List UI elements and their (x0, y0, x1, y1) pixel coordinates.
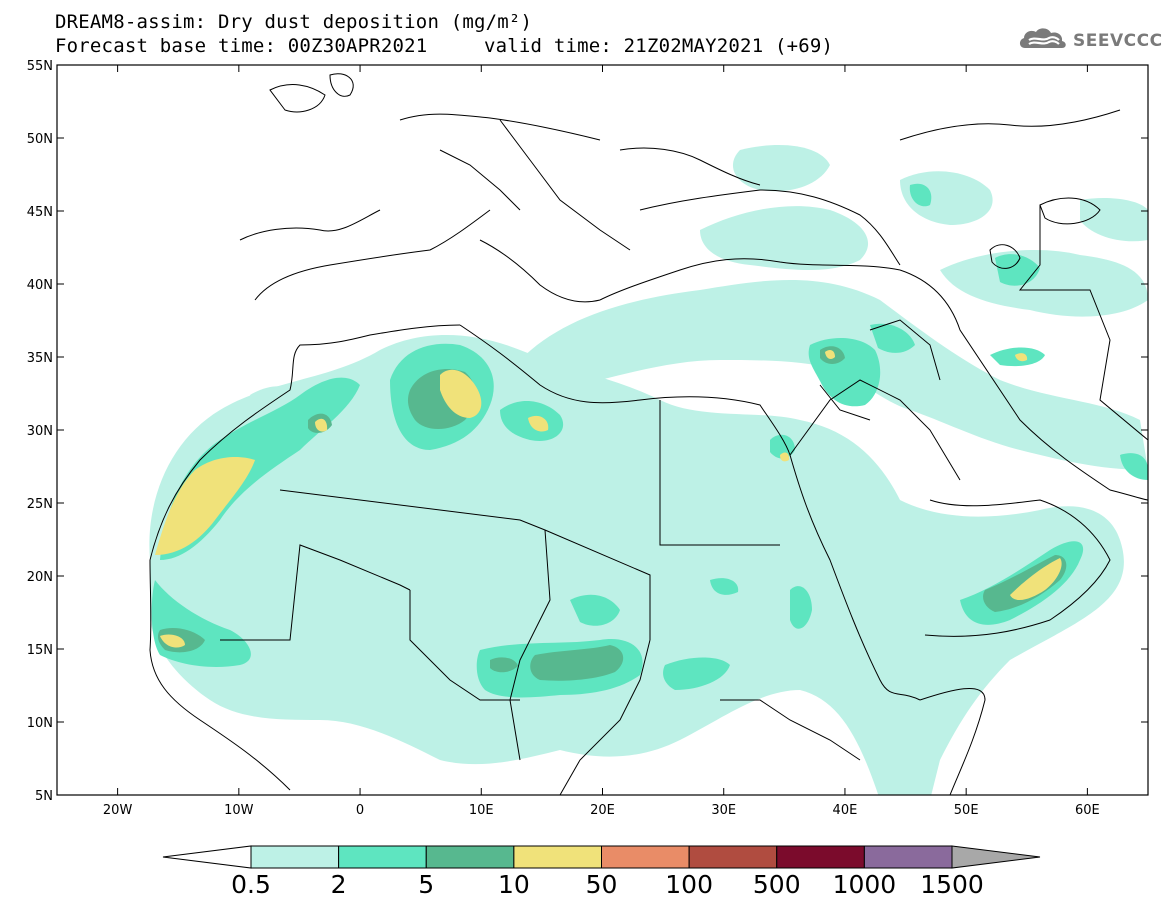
x-tick-label: 0 (356, 803, 364, 818)
cloud-logo-icon (1017, 26, 1069, 56)
logo-text: SEEVCCC (1073, 31, 1163, 51)
y-tick-label: 10N (27, 716, 53, 731)
colorbar-level-label: 5 (418, 870, 434, 899)
y-tick-label: 40N (27, 278, 53, 293)
y-tick-label: 20N (27, 570, 53, 585)
x-tick-label: 60E (1075, 803, 1100, 818)
colorbar-swatch (250, 845, 340, 869)
y-tick-label: 55N (27, 59, 53, 74)
x-tick-label: 40E (833, 803, 858, 818)
colorbar-level-label: 100 (665, 870, 713, 899)
x-tick-label: 30E (711, 803, 736, 818)
x-tick-label: 50E (954, 803, 979, 818)
colorbar-swatch (601, 845, 690, 869)
x-tick-label: 20E (590, 803, 615, 818)
map-title: DREAM8-assim: Dry dust deposition (mg/m²… (55, 11, 533, 33)
colorbar-swatch (863, 845, 953, 869)
x-tick-label: 20W (103, 803, 133, 818)
latitude-axis: 55N 50N 45N 40N 35N 30N 25N 20N 15N 10N 5N (27, 59, 1148, 804)
colorbar-legend: 0.5 2 5 10 50 100 500 1000 1500 (162, 845, 1041, 899)
colorbar-swatch (513, 845, 602, 869)
colorbar-level-label: 0.5 (231, 870, 271, 899)
forecast-base-time: Forecast base time: 00Z30APR2021 (55, 35, 428, 57)
y-tick-label: 35N (27, 351, 53, 366)
colorbar-over-triangle (951, 845, 1041, 869)
seevccc-logo: SEEVCCC (1017, 26, 1163, 56)
colorbar-level-label: 1500 (920, 870, 984, 899)
map-plot-area (57, 65, 1148, 795)
colorbar-level-label: 1000 (833, 870, 897, 899)
colorbar-swatch (688, 845, 778, 869)
x-tick-label: 10W (224, 803, 254, 818)
y-tick-label: 15N (27, 643, 53, 658)
colorbar-swatch (776, 845, 865, 869)
y-tick-label: 5N (35, 789, 53, 804)
y-tick-label: 45N (27, 205, 53, 220)
colorbar-level-label: 2 (331, 870, 347, 899)
y-tick-label: 30N (27, 424, 53, 439)
valid-time: valid time: 21Z02MAY2021 (+69) (484, 35, 834, 57)
colorbar-level-label: 500 (753, 870, 801, 899)
colorbar-swatch (425, 845, 515, 869)
dust-level-10-50 (155, 349, 1062, 648)
colorbar-level-label: 50 (586, 870, 618, 899)
y-tick-label: 50N (27, 132, 53, 147)
colorbar-swatch (338, 845, 427, 869)
y-tick-label: 25N (27, 497, 53, 512)
colorbar-level-label: 10 (498, 870, 530, 899)
longitude-axis: 20W 10W 0 10E 20E 30E 40E 50E 60E (103, 65, 1100, 818)
coastlines-and-borders (149, 73, 1148, 795)
x-tick-label: 10E (469, 803, 494, 818)
colorbar-under-triangle (162, 845, 252, 869)
